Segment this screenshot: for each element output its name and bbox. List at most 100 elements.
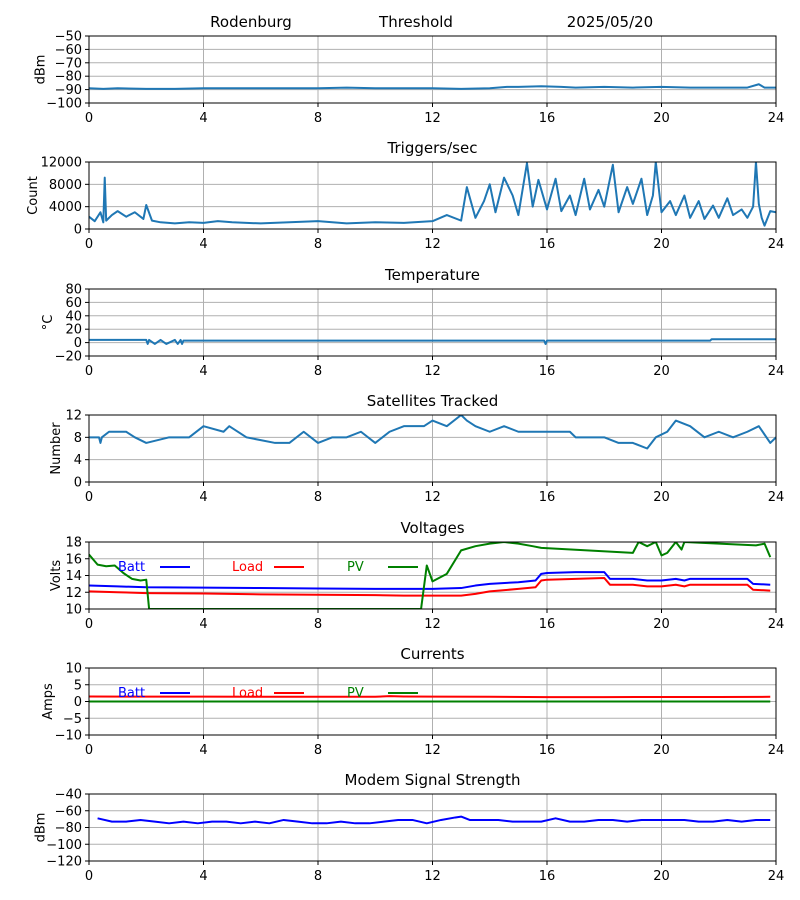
- x-tick-label: 8: [314, 111, 322, 126]
- x-tick-label: 8: [314, 617, 322, 632]
- panel-title: Currents: [400, 645, 464, 663]
- y-tick-label: −60: [55, 43, 82, 58]
- x-tick-label: 8: [314, 364, 322, 379]
- y-tick-label: 60: [65, 296, 82, 311]
- legend-label-pv: PV: [347, 686, 364, 701]
- x-tick-label: 24: [768, 111, 785, 126]
- y-tick-label: 12000: [41, 156, 82, 171]
- y-tick-label: 16: [65, 552, 82, 567]
- panel-6: 0 4 8 12 16 20 24 −10 −5 0 510 Amps Currents Batt Load…: [41, 645, 784, 758]
- x-tick-label: 12: [424, 869, 441, 884]
- y-tick-label: 12: [65, 409, 82, 424]
- series-group: [89, 162, 776, 227]
- legend-label-load: Load: [232, 560, 263, 575]
- series-line-1: [89, 415, 776, 450]
- panel-title: Voltages: [400, 519, 464, 537]
- legend-label-batt: Batt: [118, 560, 145, 575]
- x-tick-label: 20: [653, 364, 670, 379]
- y-tick-label: −90: [55, 83, 82, 98]
- panel-title: Triggers/sec: [387, 139, 478, 157]
- x-tick-label: 4: [199, 490, 207, 505]
- x-tick-label: 12: [424, 237, 441, 252]
- x-tick-label: 4: [199, 617, 207, 632]
- x-tick-label: 20: [653, 237, 670, 252]
- x-tick-label: 24: [768, 364, 785, 379]
- x-tick-label: 4: [199, 869, 207, 884]
- x-tick-label: 16: [539, 743, 556, 758]
- x-tick-label: 12: [424, 490, 441, 505]
- x-tick-label: 12: [424, 617, 441, 632]
- panel-1: 0 4 8 12 16 20 24 −100−90−80−70−60−50 dBm: [34, 30, 785, 127]
- y-tick-label: 4: [74, 453, 82, 468]
- x-tick-label: 0: [85, 364, 93, 379]
- x-tick-label: 16: [539, 490, 556, 505]
- y-axis-label: Number: [49, 422, 64, 475]
- y-tick-label: 0: [74, 695, 82, 710]
- x-tick-label: 8: [314, 490, 322, 505]
- y-tick-label: −70: [55, 56, 82, 71]
- series-group: [89, 415, 776, 450]
- y-tick-label: −100: [46, 838, 82, 853]
- series-group: [89, 695, 771, 703]
- y-tick-label: −80: [55, 821, 82, 836]
- y-tick-label: 10: [65, 662, 82, 677]
- series-group: [89, 338, 776, 345]
- y-tick-label: 0: [74, 223, 82, 238]
- x-tick-label: 20: [653, 869, 670, 884]
- legend-label-batt: Batt: [118, 686, 145, 701]
- header-date: 2025/05/20: [567, 13, 653, 31]
- y-tick-label: 12: [65, 586, 82, 601]
- x-tick-label: 20: [653, 490, 670, 505]
- header-mode: Threshold: [378, 13, 453, 31]
- series-line-1: [89, 83, 776, 90]
- y-tick-label: 40: [65, 309, 82, 324]
- x-tick-label: 20: [653, 617, 670, 632]
- x-tick-label: 16: [539, 617, 556, 632]
- series-line-load: [89, 695, 771, 699]
- y-tick-label: −10: [55, 729, 82, 744]
- y-axis-label: Volts: [49, 560, 64, 592]
- x-tick-label: 20: [653, 743, 670, 758]
- x-tick-label: 24: [768, 869, 785, 884]
- x-tick-label: 24: [768, 237, 785, 252]
- x-tick-label: 4: [199, 743, 207, 758]
- y-axis-label: dBm: [34, 55, 49, 85]
- x-tick-label: 8: [314, 237, 322, 252]
- y-tick-label: −20: [55, 350, 82, 365]
- series-line-load: [89, 577, 771, 597]
- series-group: [97, 815, 771, 825]
- x-tick-label: 4: [199, 364, 207, 379]
- x-tick-label: 12: [424, 743, 441, 758]
- y-tick-label: −40: [55, 788, 82, 803]
- series-line-batt: [89, 571, 771, 590]
- y-tick-label: 0: [74, 476, 82, 491]
- y-tick-label: −120: [46, 855, 82, 870]
- series-line-pv: [89, 542, 772, 609]
- series-line-1: [97, 815, 771, 825]
- legend-label-load: Load: [232, 686, 263, 701]
- y-tick-label: 0: [74, 336, 82, 351]
- y-tick-label: 18: [65, 536, 82, 551]
- header-station: Rodenburg: [210, 13, 292, 31]
- x-tick-label: 0: [85, 237, 93, 252]
- y-tick-label: 14: [65, 569, 82, 584]
- x-tick-label: 0: [85, 111, 93, 126]
- series-group: [89, 542, 772, 609]
- panel-7: 0 4 8 12 16 20 24 −120 −100 −80 −60−40 dBm Modem Sig…: [34, 771, 785, 884]
- y-tick-label: 8000: [49, 178, 82, 193]
- y-tick-label: 4000: [49, 200, 82, 215]
- series-line-1: [89, 162, 776, 227]
- y-tick-label: 8: [74, 431, 82, 446]
- x-tick-label: 8: [314, 869, 322, 884]
- y-tick-label: 10: [65, 603, 82, 618]
- x-tick-label: 16: [539, 869, 556, 884]
- y-tick-label: −50: [55, 30, 82, 45]
- x-tick-label: 16: [539, 364, 556, 379]
- y-tick-label: −80: [55, 70, 82, 85]
- x-tick-label: 24: [768, 490, 785, 505]
- y-tick-label: 5: [74, 678, 82, 693]
